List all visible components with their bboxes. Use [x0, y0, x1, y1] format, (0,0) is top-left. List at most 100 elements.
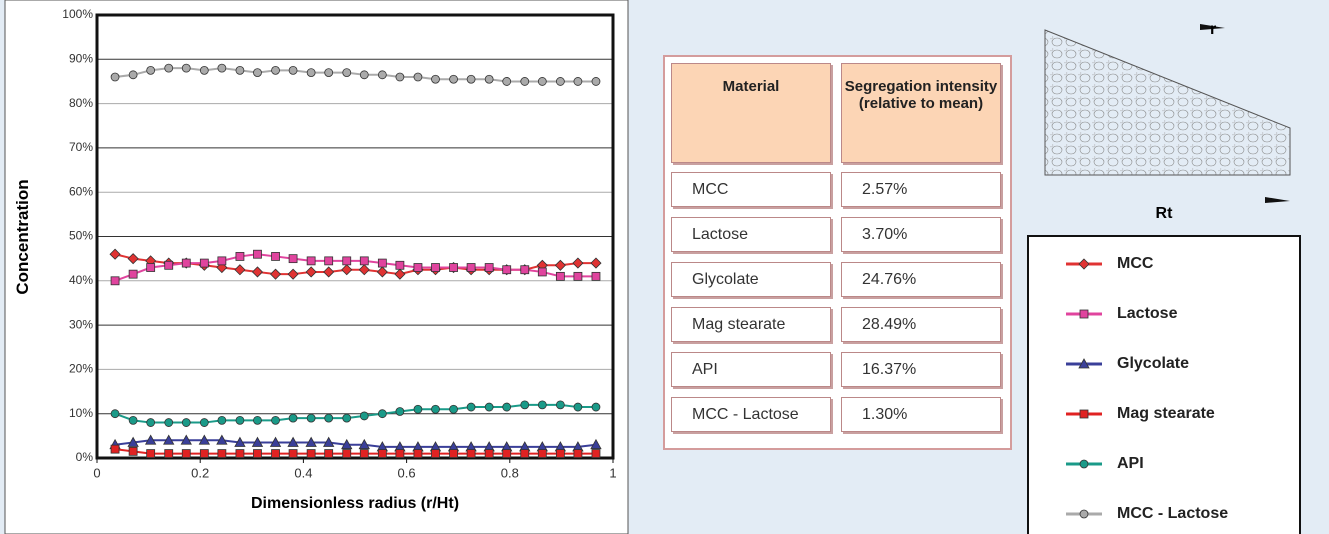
legend-label: MCC - Lactose [1117, 505, 1228, 522]
marker [251, 266, 264, 278]
marker [358, 438, 370, 450]
table-cell: 3.70% [841, 217, 1001, 252]
marker [484, 263, 494, 272]
marker [377, 449, 387, 458]
marker [164, 63, 174, 73]
marker [358, 264, 370, 276]
marker [288, 413, 298, 423]
marker [591, 77, 601, 86]
marker [181, 418, 191, 427]
marker [342, 256, 352, 266]
marker [591, 449, 601, 458]
marker [253, 415, 262, 425]
series-line [114, 67, 596, 83]
marker [216, 434, 228, 445]
table-cell: Material [671, 63, 831, 163]
marker [1079, 509, 1089, 519]
y-tick-label: 80% [69, 96, 93, 110]
marker [234, 436, 246, 447]
marker [146, 449, 156, 458]
marker [537, 449, 547, 458]
legend-label: Glycolate [1117, 355, 1189, 372]
marker [359, 411, 369, 421]
marker [288, 254, 298, 264]
table-cell: 1.30% [841, 397, 1001, 432]
marker [109, 248, 121, 260]
marker [253, 249, 262, 259]
arrow [1200, 24, 1225, 30]
marker [537, 77, 547, 86]
marker [306, 449, 316, 458]
marker [395, 72, 405, 82]
table-cell: 24.76% [841, 262, 1001, 297]
marker [288, 449, 298, 458]
marker [253, 68, 262, 77]
table-cell: Glycolate [671, 262, 831, 297]
marker [431, 404, 440, 414]
marker [217, 256, 227, 266]
legend-label: Mag stearate [1117, 405, 1215, 422]
marker [163, 434, 175, 445]
marker [342, 413, 352, 423]
marker [394, 268, 406, 280]
marker [359, 70, 369, 80]
marker [377, 409, 387, 419]
marker [484, 74, 494, 84]
marker [466, 402, 476, 412]
marker [591, 402, 601, 412]
marker [305, 436, 317, 447]
marker [555, 400, 565, 410]
marker [466, 263, 476, 272]
y-tick-label: 90% [69, 51, 93, 65]
marker [110, 276, 120, 286]
marker [324, 413, 334, 423]
marker [573, 449, 583, 458]
x-tick-label: 1 [609, 465, 616, 480]
marker [413, 263, 423, 272]
marker [413, 449, 423, 458]
diagram-label: Rt [1156, 205, 1174, 222]
marker [324, 449, 334, 458]
y-axis-title: Concentration [13, 179, 32, 294]
marker [502, 402, 512, 412]
table-cell: Mag stearate [671, 307, 831, 342]
series-line [114, 448, 596, 455]
table-cell: Segregation intensity (relative to mean) [841, 63, 1001, 163]
table-cell: 28.49% [841, 307, 1001, 342]
marker [1079, 409, 1089, 419]
marker [235, 449, 245, 458]
marker [395, 260, 405, 270]
y-tick-label: 50% [69, 229, 93, 243]
marker [520, 265, 530, 275]
x-tick-label: 0.4 [294, 465, 312, 480]
marker [269, 436, 282, 447]
arrow [1265, 197, 1290, 203]
legend-label: API [1117, 455, 1144, 472]
marker [164, 260, 174, 270]
marker [377, 70, 387, 80]
marker [181, 63, 191, 73]
marker [573, 271, 583, 281]
x-axis-title: Dimensionless radius (r/Ht) [251, 495, 459, 512]
marker [181, 449, 191, 458]
marker [324, 256, 334, 266]
plot-frame [95, 13, 615, 460]
marker [466, 74, 476, 84]
legend-label: Lactose [1117, 305, 1178, 322]
marker [342, 68, 352, 77]
marker [1079, 459, 1089, 469]
marker [234, 264, 246, 276]
marker [449, 404, 458, 414]
marker [449, 449, 458, 458]
marker [413, 404, 423, 414]
marker [180, 434, 192, 445]
marker [377, 258, 387, 268]
particle-bed [1044, 29, 1291, 176]
marker [164, 418, 174, 427]
y-tick-label: 20% [69, 362, 93, 376]
marker [323, 436, 335, 447]
marker [181, 258, 191, 268]
table-cell: Lactose [671, 217, 831, 252]
marker [323, 266, 335, 278]
marker [520, 449, 530, 458]
